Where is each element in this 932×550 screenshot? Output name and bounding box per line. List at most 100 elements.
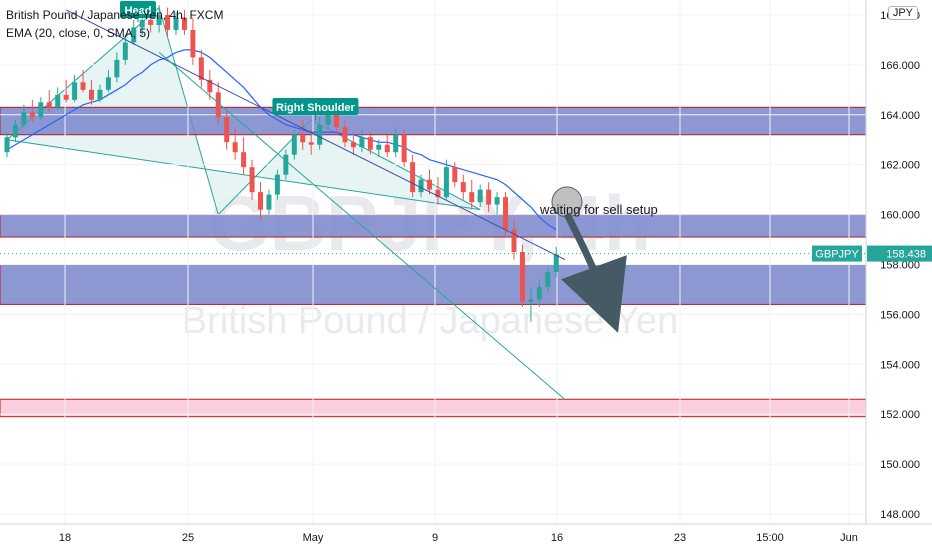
candle-body-24 [198, 57, 204, 80]
y-tick-label-2: 150.000 [880, 459, 920, 471]
candle-body-62 [519, 252, 525, 302]
candle-body-46 [384, 144, 390, 153]
candle-body-7 [55, 94, 61, 108]
candle-body-9 [72, 82, 78, 100]
candle-body-58 [486, 189, 492, 205]
candle-body-23 [190, 29, 196, 58]
candle-body-50 [418, 179, 424, 193]
y-tick-label-10: 166.000 [880, 60, 920, 72]
candle-body-55 [460, 182, 466, 193]
candle-body-27 [224, 117, 230, 143]
candle-body-41 [342, 127, 348, 143]
y-tick-label-7: 160.000 [880, 210, 920, 222]
candle-body-31 [258, 192, 263, 210]
candle-body-35 [291, 134, 297, 155]
symbol-title[interactable]: British Pound / Japanese Yen, 4h, FXCM [6, 8, 224, 22]
candle-body-52 [435, 189, 441, 198]
y-tick-label-9: 164.000 [880, 110, 920, 122]
candle-body-20 [165, 14, 171, 30]
candle-body-2 [12, 124, 18, 138]
zone-rect-3 [0, 263, 867, 305]
y-tick-label-3: 152.000 [880, 409, 920, 421]
candle-body-38 [317, 124, 323, 145]
x-tick-label-2: 25 [182, 532, 194, 544]
candle-body-57 [477, 189, 483, 203]
candle-body-25 [207, 79, 213, 93]
candle-body-1 [4, 137, 10, 153]
trend-lines [0, 9, 866, 400]
x-tick-label-6: 23 [674, 532, 686, 544]
currency-badge[interactable]: JPY [887, 6, 918, 20]
x-tick-label-5: 16 [551, 532, 563, 544]
candle-body-15 [122, 42, 128, 60]
candle-body-43 [359, 137, 365, 148]
candle-body-21 [173, 17, 179, 30]
candle-body-44 [367, 137, 373, 150]
candle-body-11 [89, 89, 94, 100]
indicator-label[interactable]: EMA (20, close, 0, SMA, 5) [6, 26, 151, 40]
annotations: Head Right Shoulder waiting for sell setup [119, 1, 658, 333]
x-tick-label-1: 18 [59, 532, 71, 544]
candle-body-59 [494, 197, 500, 205]
candle-body-4 [29, 112, 35, 118]
y-tick-label-8: 162.000 [880, 160, 920, 172]
candle-body-33 [274, 174, 280, 195]
candle-body-28 [232, 142, 238, 153]
candle-body-10 [80, 82, 86, 90]
candle-body-8 [63, 94, 69, 100]
candle-body-12 [97, 89, 103, 100]
candle-body-49 [410, 162, 416, 193]
candle-body-14 [114, 59, 120, 78]
right-shoulder-label: Right Shoulder [276, 102, 356, 114]
candle-body-51 [427, 179, 432, 190]
candle-body-42 [350, 142, 356, 148]
head-label-bg [119, 1, 156, 18]
candle-body-54 [452, 167, 458, 183]
candle-body-66 [553, 254, 559, 272]
candle-body-64 [536, 286, 542, 300]
candles [4, 2, 559, 322]
candle-body-45 [376, 144, 382, 150]
candle-body-5 [38, 102, 44, 118]
candle-body-16 [131, 27, 137, 43]
candle-body-61 [511, 229, 517, 253]
candle-body-56 [469, 192, 475, 203]
zones [0, 106, 867, 418]
candle-body-34 [283, 154, 289, 175]
candle-body-32 [266, 194, 272, 210]
y-tick-label-1: 148.000 [880, 509, 920, 521]
candle-body-53 [443, 167, 449, 198]
candle-body-29 [241, 152, 247, 168]
down-arrow [561, 212, 627, 333]
candle-body-13 [105, 77, 111, 90]
candle-body-36 [300, 134, 306, 143]
note-text: waiting for sell setup [539, 202, 658, 217]
candle-body-18 [148, 19, 154, 25]
last-price-tag-bg [867, 245, 932, 262]
head-label: Head [125, 5, 152, 17]
last-price-value: 158.438 [886, 249, 926, 261]
x-tick-label-7: 15:00 [756, 532, 784, 544]
neckline-lower [158, 52, 566, 400]
candle-body-26 [215, 92, 221, 118]
candle-body-65 [545, 271, 551, 287]
candle-body-40 [334, 114, 340, 128]
neckline-upper [65, 9, 565, 260]
right-shoulder-label-bg [272, 98, 359, 115]
symbol-tag: GBPJPY [815, 249, 859, 261]
zone-rect-1 [0, 106, 867, 136]
ema-line [6, 49, 557, 231]
candle-body-17 [139, 19, 145, 28]
x-tick-label-3: May [303, 532, 324, 544]
candle-body-6 [46, 102, 52, 108]
price-axis-bg [866, 0, 932, 550]
symbol-tag-bg [812, 245, 862, 262]
zone-rect-2 [0, 214, 867, 238]
candle-body-39 [325, 114, 331, 125]
grid [0, 0, 866, 524]
watermark-name: British Pound / Japanese Yen [182, 300, 679, 342]
candle-body-48 [401, 134, 407, 163]
